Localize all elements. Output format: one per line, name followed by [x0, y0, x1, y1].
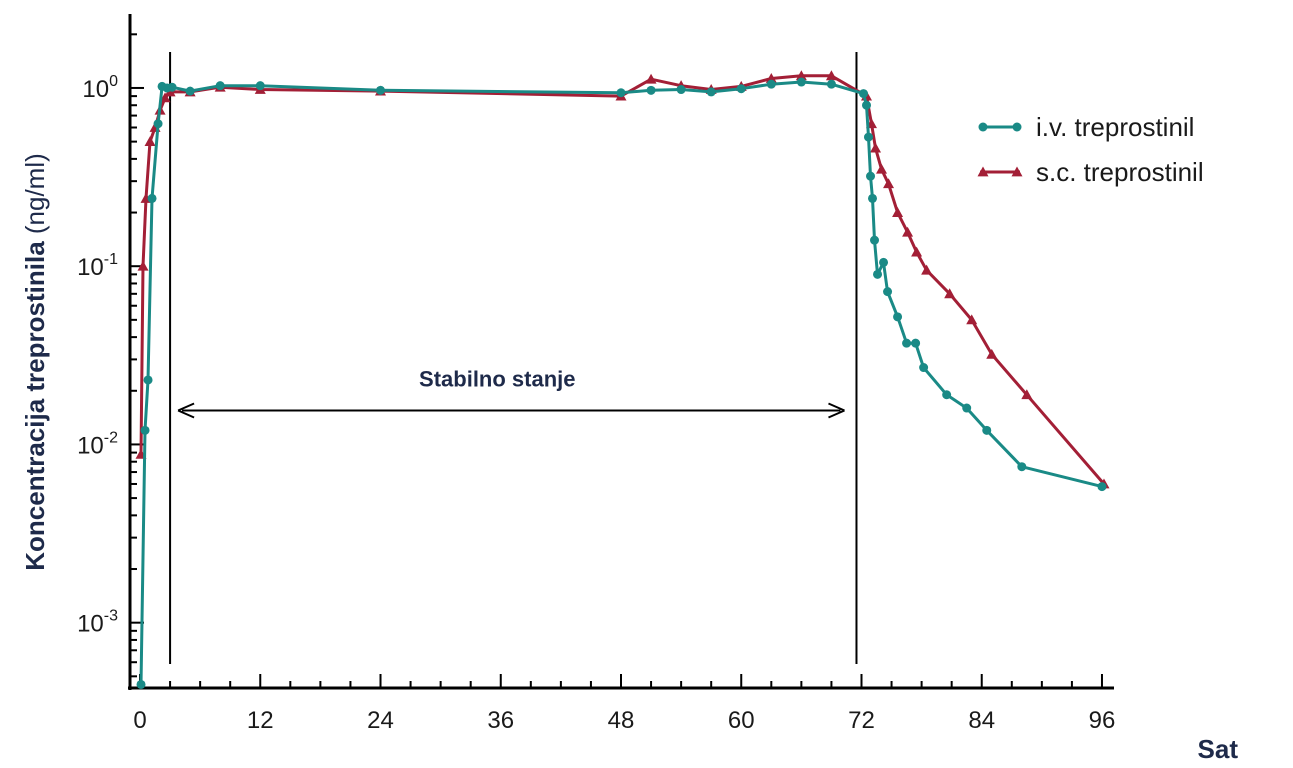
data-point-iv	[185, 86, 195, 96]
legend-label: i.v. treprostinil	[1036, 112, 1194, 142]
data-point-sc	[137, 260, 149, 271]
data-point-iv	[143, 375, 153, 385]
data-point-sc	[159, 92, 171, 103]
data-point-iv	[706, 87, 716, 97]
data-point-iv	[826, 79, 836, 89]
series-line-sc	[139, 74, 1106, 485]
x-tick-label: 60	[728, 707, 755, 734]
data-point-sc	[765, 73, 777, 83]
data-point-iv	[942, 390, 952, 400]
reference-lines	[169, 52, 858, 664]
x-tick-label: 0	[133, 707, 146, 734]
legend-marker	[977, 166, 989, 177]
data-point-iv	[866, 171, 876, 181]
data-point-sc	[645, 73, 657, 84]
data-point-iv	[862, 100, 871, 110]
x-tick-label: 72	[848, 707, 875, 734]
data-point-iv	[796, 77, 806, 87]
data-point-sc	[921, 264, 933, 275]
legend-marker	[1012, 122, 1022, 132]
x-tick-label: 84	[968, 707, 995, 734]
legend: i.v. treprostinil s.c. treprostinil	[977, 112, 1204, 187]
data-point-sc	[870, 142, 882, 153]
data-point-sc	[164, 86, 176, 97]
data-point-iv	[879, 257, 889, 267]
x-tick-label: 24	[367, 707, 394, 734]
data-point-iv	[167, 82, 177, 92]
series-iv	[136, 77, 1107, 689]
x-tick-label: 96	[1089, 707, 1116, 734]
data-point-sc	[144, 136, 156, 147]
data-point-sc	[795, 70, 807, 81]
data-point-sc	[966, 314, 978, 325]
data-point-iv	[883, 287, 893, 297]
y-tick-label: 10-2	[77, 429, 118, 459]
data-point-iv	[873, 269, 883, 279]
legend-label: s.c. treprostinil	[1036, 157, 1204, 187]
arrow-head-left	[177, 402, 195, 419]
data-point-iv	[962, 403, 972, 413]
x-tick-label: 36	[487, 707, 514, 734]
data-point-iv	[736, 84, 746, 94]
axes: 0 12 24 36 48 60 72 84 96 100 10-1 10-2 10-3 Sat	[77, 14, 1238, 764]
data-point-sc	[986, 348, 998, 359]
legend-marker	[1011, 166, 1023, 177]
data-point-iv	[868, 193, 878, 203]
series-sc	[135, 70, 1110, 489]
data-point-sc	[892, 207, 904, 217]
data-point-iv	[646, 85, 656, 95]
arrow-head-right	[828, 402, 845, 419]
series-layer	[135, 70, 1110, 689]
y-tick-label: 10-1	[77, 251, 118, 281]
data-point-sc	[1021, 389, 1033, 400]
x-tick-label: 12	[247, 707, 274, 734]
data-point-sc	[944, 288, 956, 299]
data-point-sc	[883, 178, 895, 189]
data-point-iv	[147, 193, 157, 203]
data-point-iv	[376, 85, 386, 95]
data-point-sc	[876, 163, 888, 174]
y-axis-title-text: Koncentracija treprostinila (ng/ml)	[20, 153, 50, 571]
data-point-iv	[616, 88, 626, 98]
data-point-iv	[902, 338, 912, 348]
data-point-iv	[911, 338, 921, 348]
data-point-sc	[902, 226, 914, 237]
steady-state-label: Stabilno stanje	[419, 367, 575, 392]
data-point-iv	[858, 89, 868, 99]
data-point-iv	[982, 425, 992, 435]
steady-state-annotation: Stabilno stanje	[177, 367, 845, 419]
legend-marker	[978, 122, 988, 132]
data-point-iv	[1097, 482, 1107, 492]
data-point-iv	[676, 85, 686, 95]
data-point-iv	[766, 79, 776, 89]
y-tick-label: 100	[82, 73, 118, 103]
data-point-iv	[153, 119, 163, 129]
y-tick-label: 10-3	[77, 608, 118, 638]
data-point-iv	[919, 363, 929, 373]
x-tick-label: 48	[608, 707, 635, 734]
data-point-iv	[870, 235, 880, 245]
data-point-sc	[911, 246, 923, 257]
y-axis-title: Koncentracija treprostinila (ng/ml)	[20, 153, 50, 571]
data-point-iv	[136, 679, 146, 689]
legend-item-iv: i.v. treprostinil	[978, 112, 1194, 142]
data-point-iv	[1017, 462, 1027, 472]
data-point-iv	[215, 81, 225, 91]
data-point-iv	[255, 81, 265, 91]
data-point-iv	[140, 425, 150, 435]
data-point-iv	[893, 312, 903, 322]
x-axis-title: Sat	[1198, 734, 1239, 764]
series-line-iv	[139, 80, 1103, 685]
data-point-iv	[864, 132, 874, 142]
legend-item-sc: s.c. treprostinil	[977, 157, 1204, 187]
data-point-sc	[825, 70, 837, 81]
